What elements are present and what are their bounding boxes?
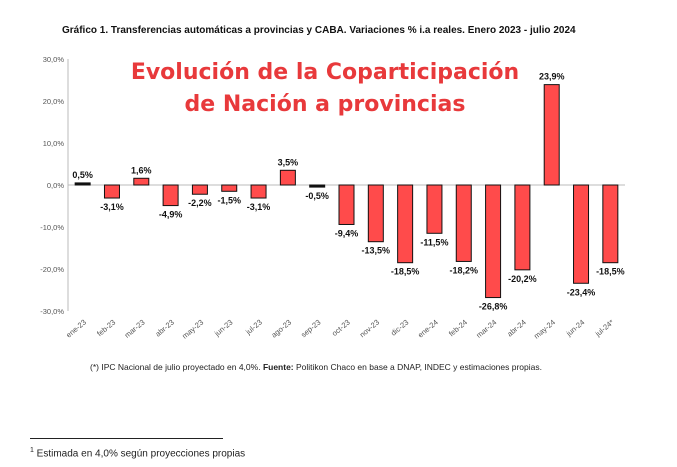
y-tick-label: -30,0% xyxy=(40,307,64,316)
bar xyxy=(602,184,619,264)
chart-title: Gráfico 1. Transferencias automáticas a … xyxy=(62,25,576,36)
footnote-divider xyxy=(30,438,223,439)
bar xyxy=(573,184,590,284)
data-label: -4,9% xyxy=(159,210,183,220)
bar xyxy=(133,177,150,186)
data-label: -11,5% xyxy=(420,237,448,247)
y-tick-label: 20,0% xyxy=(43,97,65,106)
data-label: -0,5% xyxy=(305,191,329,201)
data-label: -3,1% xyxy=(247,202,271,212)
y-tick-label: -20,0% xyxy=(40,265,64,274)
x-tick-label: mar-24 xyxy=(474,318,498,340)
x-tick-label: jul-24* xyxy=(593,318,616,339)
data-label: 0,5% xyxy=(72,170,93,180)
x-tick-label: dic-23 xyxy=(389,318,410,338)
bar xyxy=(397,184,414,264)
x-tick-label: jun-23 xyxy=(212,318,235,339)
data-label: -18,2% xyxy=(449,265,478,275)
data-label: 3,5% xyxy=(278,157,299,167)
data-label: -9,4% xyxy=(335,228,359,238)
bar xyxy=(514,184,531,271)
bar xyxy=(74,182,91,186)
footnote-source-label: Fuente: xyxy=(262,362,294,372)
bar-chart: 30,0% 20,0% 10,0% 0,0% -10,0% -20,0% -30,0% 0,5… xyxy=(40,55,625,341)
bar xyxy=(367,184,384,243)
footnote-mark: 1 xyxy=(30,447,34,454)
x-tick-label: sep-23 xyxy=(299,318,322,340)
page-footnote: 1 Estimada en 4,0% según proyecciones pr… xyxy=(30,447,245,459)
bar xyxy=(455,184,472,262)
overlay-title: Evolución de la Coparticipación de Nació… xyxy=(120,57,530,121)
x-tick-label: feb-23 xyxy=(95,318,117,339)
data-label: -26,8% xyxy=(479,302,508,312)
data-label: -2,2% xyxy=(188,198,212,208)
bar xyxy=(279,169,296,186)
x-tick-label: may-23 xyxy=(180,318,205,341)
x-tick-label: oct-23 xyxy=(330,318,352,338)
bar xyxy=(162,184,179,207)
bar xyxy=(543,84,560,186)
bar xyxy=(338,184,355,225)
bar xyxy=(485,184,502,299)
bar xyxy=(103,184,120,199)
page-footnote-text: Estimada en 4,0% según proyecciones prop… xyxy=(33,448,246,460)
bar xyxy=(426,184,443,234)
bar xyxy=(191,184,208,195)
data-label: 1,6% xyxy=(131,165,152,175)
bar xyxy=(309,184,326,188)
x-tick-label: may-24 xyxy=(532,318,557,341)
x-tick-label: abr-24 xyxy=(505,318,527,339)
data-label: -18,5% xyxy=(391,267,420,277)
data-label: -18,5% xyxy=(596,267,625,277)
y-tick-label: 0,0% xyxy=(47,181,64,190)
x-tick-label: jul-23 xyxy=(243,318,264,337)
x-tick-label: feb-24 xyxy=(447,318,469,339)
data-label: -20,2% xyxy=(508,274,537,284)
data-label: -13,5% xyxy=(362,246,391,256)
x-tick-label: ago-23 xyxy=(269,318,293,340)
y-tick-label: 10,0% xyxy=(43,139,65,148)
bar xyxy=(221,184,238,192)
bar xyxy=(250,184,267,199)
data-label: -1,5% xyxy=(217,195,241,205)
x-tick-label: jun-24 xyxy=(564,318,587,339)
x-tick-label: nov-23 xyxy=(358,318,381,340)
x-tick-label: ene-24 xyxy=(416,318,440,340)
x-tick-label: ene-23 xyxy=(64,318,88,340)
data-label: -23,4% xyxy=(567,287,596,297)
footnote-text-1: (*) IPC Nacional de julio proyectado en … xyxy=(90,362,263,372)
chart-footnote: (*) IPC Nacional de julio proyectado en … xyxy=(90,362,542,372)
overlay-title-line-1: Evolución de la Coparticipación xyxy=(130,60,520,85)
x-tick-label: mar-23 xyxy=(123,318,147,340)
overlay-title-line-2: de Nación a provincias xyxy=(184,92,466,117)
y-tick-label: 30,0% xyxy=(43,55,65,64)
x-tick-label: abr-23 xyxy=(153,318,175,339)
data-label: -3,1% xyxy=(100,202,124,212)
data-label: 23,9% xyxy=(539,72,565,82)
y-tick-label: -10,0% xyxy=(40,223,64,232)
footnote-text-2: Politikon Chaco en base a DNAP, INDEC y … xyxy=(293,362,542,372)
